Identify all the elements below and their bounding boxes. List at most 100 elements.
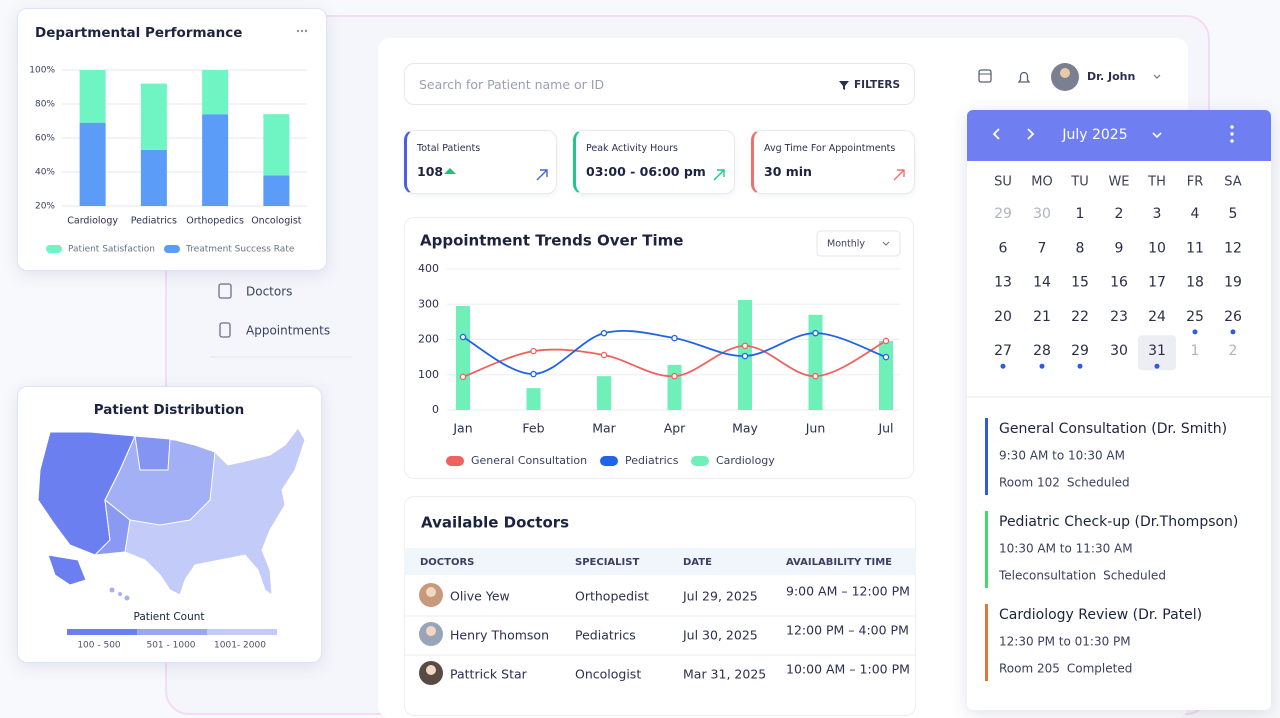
doctors-card: Available Doctors DOCTORS SPECIALIST DATE A… bbox=[404, 496, 916, 716]
event-status: Scheduled bbox=[1067, 476, 1130, 490]
department-chart: Departmental Performance 20% 40% 60% 80% 100… bbox=[29, 25, 308, 255]
day[interactable]: 23 bbox=[1110, 309, 1128, 325]
bar bbox=[456, 306, 470, 410]
day[interactable]: 22 bbox=[1071, 309, 1089, 325]
stat-card: Avg Time For Appointments 30 min bbox=[751, 130, 915, 194]
month-label[interactable]: July 2025 bbox=[1061, 127, 1127, 143]
doctor-face bbox=[426, 626, 436, 636]
x-tick-label: May bbox=[732, 421, 758, 436]
table-cell: 10:00 AM – 1:00 PM bbox=[786, 662, 910, 677]
bar-segment bbox=[263, 175, 290, 206]
chart-title: Appointment Trends Over Time bbox=[420, 232, 683, 250]
day[interactable]: 19 bbox=[1224, 275, 1242, 291]
day[interactable]: 16 bbox=[1110, 275, 1128, 291]
event-title[interactable]: General Consultation (Dr. Smith) bbox=[999, 421, 1227, 437]
event-title[interactable]: Pediatric Check-up (Dr.Thompson) bbox=[999, 514, 1238, 530]
trend-arrow bbox=[893, 169, 905, 181]
day[interactable]: 30 bbox=[1110, 343, 1128, 359]
day[interactable]: 18 bbox=[1186, 275, 1204, 291]
day[interactable]: 7 bbox=[1038, 240, 1047, 256]
day[interactable]: 30 bbox=[1033, 206, 1051, 222]
search-bar[interactable]: Search for Patient name or ID FILTERS bbox=[404, 63, 915, 105]
x-tick-label: Jul bbox=[877, 421, 893, 436]
filters-button[interactable]: FILTERS bbox=[854, 79, 901, 91]
department-card: Departmental Performance 20% 40% 60% 80% 100… bbox=[17, 8, 327, 271]
day[interactable]: 6 bbox=[999, 240, 1008, 256]
legend-swatch bbox=[691, 456, 709, 466]
event-status: Scheduled bbox=[1103, 569, 1166, 583]
y-tick-label: 300 bbox=[418, 297, 439, 310]
bar bbox=[667, 364, 682, 410]
day[interactable]: 9 bbox=[1115, 240, 1124, 256]
day[interactable]: 8 bbox=[1076, 240, 1085, 256]
calendar-icon[interactable] bbox=[978, 69, 992, 83]
x-tick-label: Jun bbox=[805, 421, 826, 436]
bar-segment bbox=[263, 114, 290, 176]
trend-arrow bbox=[713, 169, 725, 181]
day[interactable]: 13 bbox=[994, 275, 1012, 291]
more-menu[interactable] bbox=[296, 29, 308, 33]
page: Doctors Appointments Search for Patient … bbox=[17, 8, 1271, 716]
event-dot bbox=[1077, 363, 1083, 369]
day[interactable]: 1 bbox=[1076, 206, 1085, 222]
more-menu[interactable] bbox=[1230, 125, 1234, 143]
period-label: Monthly bbox=[827, 239, 865, 250]
day[interactable]: 4 bbox=[1191, 206, 1200, 222]
day[interactable]: 14 bbox=[1033, 275, 1051, 291]
stat-value: 30 min bbox=[764, 164, 812, 179]
day[interactable]: 27 bbox=[994, 343, 1012, 359]
point bbox=[741, 352, 749, 360]
day[interactable]: 26 bbox=[1224, 309, 1242, 325]
event-location: Teleconsultation bbox=[998, 569, 1096, 583]
bar bbox=[879, 340, 893, 410]
event-title[interactable]: Cardiology Review (Dr. Patel) bbox=[999, 607, 1202, 623]
day[interactable]: 2 bbox=[1229, 343, 1238, 359]
legend-swatch bbox=[164, 245, 180, 253]
calendar-panel: July 2025 SU MO TU WE TH FR SA 29 30 1 2 3 4 5 6 7 8 9 10 1… bbox=[967, 110, 1271, 710]
day[interactable]: 25 bbox=[1186, 309, 1204, 325]
period-dropdown[interactable] bbox=[816, 230, 901, 257]
day[interactable]: 24 bbox=[1148, 309, 1166, 325]
distribution-card: Patient Distribution Patient Count 100 -… bbox=[17, 386, 322, 663]
day[interactable]: 2 bbox=[1115, 206, 1124, 222]
day[interactable]: 5 bbox=[1229, 206, 1238, 222]
nav-item[interactable]: Appointments bbox=[246, 324, 330, 338]
region-north bbox=[134, 435, 171, 471]
day[interactable]: 10 bbox=[1148, 240, 1166, 256]
doctors-table: Available Doctors DOCTORS SPECIALIST DATE A… bbox=[404, 514, 916, 685]
table-cell: Jul 29, 2025 bbox=[682, 589, 758, 604]
day[interactable]: 28 bbox=[1033, 343, 1051, 359]
month-dropdown[interactable] bbox=[1152, 132, 1162, 139]
event-bar bbox=[985, 511, 988, 588]
bell-icon[interactable] bbox=[1017, 71, 1031, 83]
day[interactable]: 20 bbox=[994, 309, 1012, 325]
event-status: Completed bbox=[1067, 662, 1132, 676]
day[interactable]: 21 bbox=[1033, 309, 1051, 325]
region-southwest bbox=[93, 498, 131, 556]
day[interactable]: 12 bbox=[1224, 240, 1242, 256]
day[interactable]: 17 bbox=[1148, 275, 1166, 291]
next-month[interactable] bbox=[1027, 128, 1035, 140]
day[interactable]: 3 bbox=[1153, 206, 1162, 222]
event-dot bbox=[1039, 363, 1045, 369]
up-indicator bbox=[444, 168, 456, 174]
stat-label: Avg Time For Appointments bbox=[764, 143, 896, 154]
alaska bbox=[47, 554, 87, 586]
point bbox=[671, 372, 678, 380]
day[interactable]: 15 bbox=[1071, 275, 1089, 291]
point bbox=[600, 329, 608, 337]
prev-month[interactable] bbox=[992, 128, 1000, 140]
top-bar: Dr. John bbox=[978, 63, 1161, 91]
day[interactable]: 29 bbox=[994, 206, 1012, 222]
user-name[interactable]: Dr. John bbox=[1087, 70, 1135, 83]
nav-item[interactable]: Doctors bbox=[246, 285, 292, 299]
bar bbox=[526, 388, 541, 410]
legend-label: Pediatrics bbox=[625, 454, 679, 467]
chevron bbox=[1153, 74, 1161, 79]
day[interactable]: 1 bbox=[1191, 343, 1200, 359]
table-header bbox=[404, 548, 916, 575]
day[interactable]: 11 bbox=[1186, 240, 1204, 256]
table-title: Available Doctors bbox=[421, 514, 569, 532]
day[interactable]: 29 bbox=[1071, 343, 1089, 359]
day[interactable]: 31 bbox=[1148, 343, 1166, 359]
